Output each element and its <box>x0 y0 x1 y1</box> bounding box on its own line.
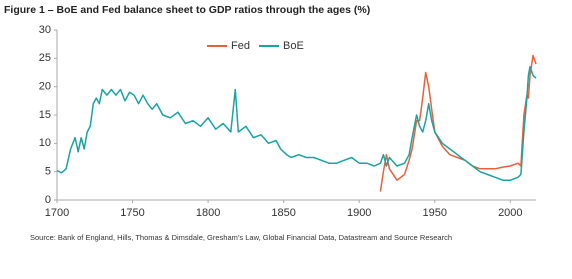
chart-title: Figure 1 – BoE and Fed balance sheet to … <box>4 4 370 16</box>
y-tick-label: 5 <box>45 166 51 178</box>
y-tick-label: 20 <box>39 81 51 93</box>
x-tick-label: 1850 <box>271 207 295 219</box>
x-tick-label: 1750 <box>120 207 144 219</box>
x-tick-label: 2000 <box>498 207 522 219</box>
y-tick-label: 25 <box>39 52 51 64</box>
y-tick-label: 30 <box>39 24 51 36</box>
y-tick-label: 15 <box>39 109 51 121</box>
x-tick-label: 1900 <box>347 207 371 219</box>
series-line <box>379 54 537 192</box>
y-tick-label: 10 <box>39 137 51 149</box>
series-line <box>56 66 537 181</box>
x-tick-label: 1800 <box>196 207 220 219</box>
legend-label: BoE <box>283 40 304 52</box>
y-tick-label: 0 <box>45 194 51 206</box>
x-tick-label: 1700 <box>45 207 69 219</box>
source-note: Source: Bank of England, Hills, Thomas &… <box>30 233 452 242</box>
x-tick-label: 1950 <box>423 207 447 219</box>
legend-label: Fed <box>231 40 250 52</box>
